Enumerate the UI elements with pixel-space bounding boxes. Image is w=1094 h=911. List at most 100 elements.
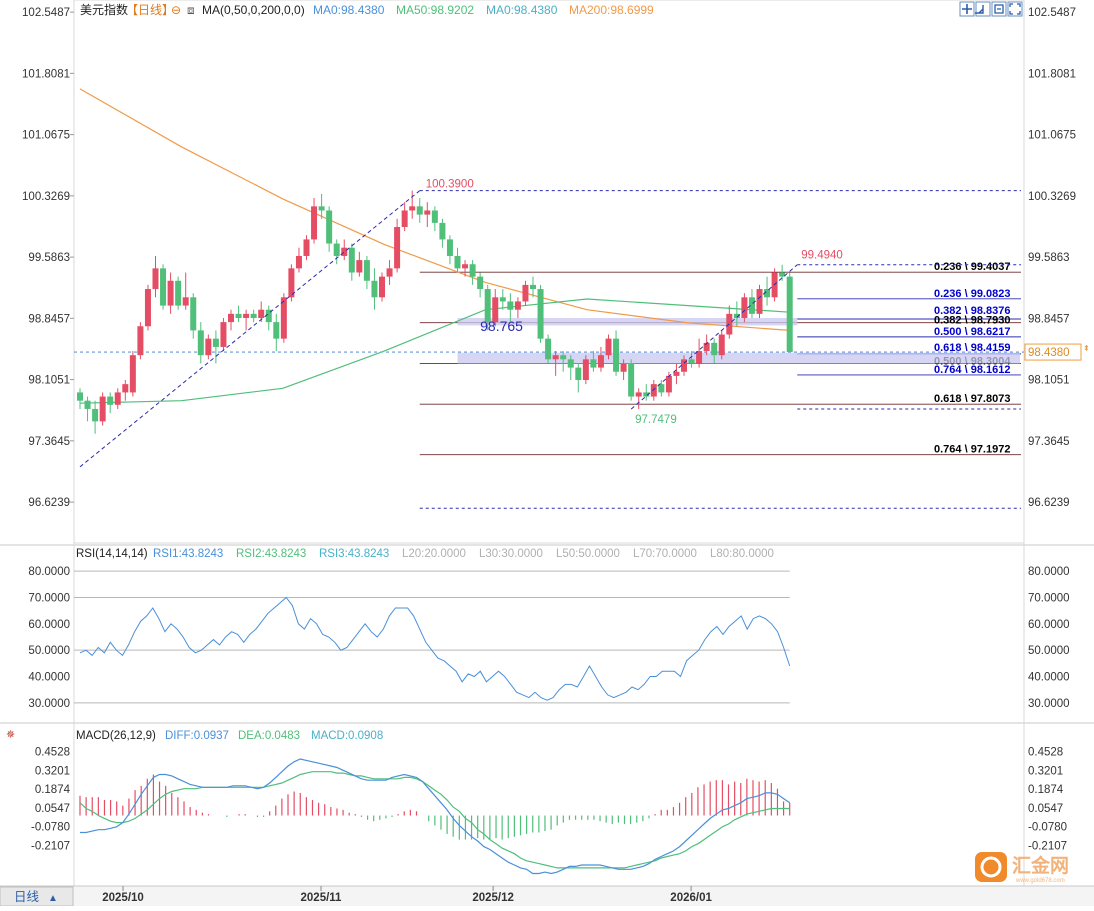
candle-body <box>582 359 589 381</box>
candle-body <box>160 268 167 306</box>
time-axis: 2025/10 2025/11 2025/12 2026/01 <box>102 886 712 904</box>
candle-body <box>605 338 612 356</box>
price-tick-right: 97.3645 <box>1028 436 1070 448</box>
watermark: 汇金网 www.gold678.com <box>975 852 1069 884</box>
rsi-legend-item: RSI3:43.8243 <box>319 548 389 560</box>
candle-body <box>620 363 627 372</box>
settings-gear-icon[interactable]: ⊖ <box>171 3 181 17</box>
logo-icon <box>975 852 1007 882</box>
rsi-legend-item: L50:50.0000 <box>556 548 620 560</box>
fib-label: 0.618 \ 98.4159 <box>934 342 1010 354</box>
candle-body <box>658 384 665 393</box>
price-tick-left: 101.0675 <box>22 130 70 142</box>
logo-icon <box>980 856 1002 878</box>
candle-body <box>205 338 212 356</box>
rsi-legend-item: L80:80.0000 <box>710 548 774 560</box>
candle-body <box>220 322 227 347</box>
rsi-tick-right: 50.0000 <box>1028 645 1070 657</box>
ma-indicator-label[interactable]: MA(0,50,0,200,0,0) <box>202 3 305 17</box>
candle-body <box>499 297 506 302</box>
candle-body <box>250 313 257 318</box>
fib-band <box>457 352 1020 364</box>
price-tick-right: 99.5863 <box>1028 252 1070 264</box>
fib-label: 0.764 \ 98.1612 <box>934 364 1010 376</box>
rsi-legend-item: L70:70.0000 <box>633 548 697 560</box>
rsi-tick-left: 80.0000 <box>28 566 70 578</box>
macd-tick-left: 0.1874 <box>35 784 71 796</box>
candle-body <box>681 359 687 372</box>
candle-body <box>514 301 521 310</box>
candle-body <box>718 334 725 356</box>
candle-body <box>613 338 620 372</box>
macd-legend-item: MACD:0.0908 <box>311 730 383 742</box>
candle-body <box>356 260 363 273</box>
candle-body <box>507 301 514 310</box>
candle-body <box>748 297 755 314</box>
fullscreen-icon[interactable] <box>1007 1 1023 17</box>
current-price-label: 98.4380 <box>1028 347 1070 359</box>
time-tick-label: 2025/12 <box>472 892 514 904</box>
candle-body <box>597 355 604 368</box>
candle-body <box>537 289 544 339</box>
rsi-legend-item: L30:30.0000 <box>479 548 543 560</box>
fib-label: 0.382 \ 98.8376 <box>934 305 1010 317</box>
candle-body <box>326 210 333 244</box>
macd-title[interactable]: MACD(26,12,9) <box>76 730 156 742</box>
ma-legend-item: MA50:98.9202 <box>396 3 474 17</box>
rsi-tick-left: 50.0000 <box>28 645 70 657</box>
rsi-legend-item: RSI2:43.8243 <box>236 548 306 560</box>
candle-body <box>212 338 219 347</box>
indicator-icon: ⧈ <box>187 3 195 17</box>
candle-body <box>484 289 491 323</box>
macd-tick-left: 0.0547 <box>35 803 70 815</box>
candle-body <box>643 392 650 397</box>
candle-body <box>333 243 340 256</box>
candle-body <box>545 338 552 360</box>
candle-body <box>650 384 657 397</box>
candle-body <box>575 367 582 381</box>
candle-body <box>129 355 136 393</box>
candle-body <box>424 210 431 215</box>
candle-body <box>446 239 453 256</box>
current-price-box <box>1024 343 1082 361</box>
period-tag[interactable]: 【日线】 <box>126 3 174 17</box>
candle-body <box>439 222 446 240</box>
rsi-panel[interactable]: 80.0000 80.0000 70.0000 70.0000 60.0000 60.00… <box>28 546 1069 722</box>
candle-body <box>288 268 295 298</box>
macd-settings-icon[interactable]: ✵ <box>6 729 15 741</box>
fib-label: 0.764 \ 97.1972 <box>934 444 1010 456</box>
candle-body <box>175 280 182 306</box>
ma50-line <box>79 298 790 404</box>
fib-band <box>457 317 798 326</box>
time-axis-bar <box>0 886 1094 906</box>
candle-body <box>779 272 786 277</box>
price-up-icon: ⇞ <box>1083 344 1090 353</box>
macd-panel[interactable]: 0.4528 0.4528 0.3201 0.3201 0.1874 0.1874 0.05… <box>31 724 1067 886</box>
price-tick-left: 100.3269 <box>22 191 70 203</box>
watermark-url: www.gold678.com <box>1015 878 1065 884</box>
rsi-tick-left: 30.0000 <box>28 698 70 710</box>
candle-body <box>567 359 574 368</box>
trendline-up <box>630 264 798 410</box>
macd-tick-left: -0.0780 <box>31 822 70 834</box>
rsi-title[interactable]: RSI(14,14,14) <box>76 548 148 560</box>
price-tick-left: 98.8457 <box>28 313 70 325</box>
price-tick-right: 102.5487 <box>1028 7 1076 19</box>
zoom-in-icon <box>975 5 984 14</box>
price-panel[interactable] <box>73 0 1025 544</box>
candle-body <box>273 322 280 339</box>
candle-body <box>114 392 121 405</box>
candle-body <box>371 280 378 298</box>
candle-body <box>431 210 438 223</box>
macd-tick-right: 0.0547 <box>1028 803 1063 815</box>
candle-body <box>318 206 325 211</box>
rsi-line <box>79 596 791 701</box>
candle-body <box>454 255 461 269</box>
fib-label: 0.618 \ 97.8073 <box>934 393 1010 405</box>
instrument-title: 美元指数 <box>80 2 128 17</box>
period-selector-label: 日线 <box>14 890 40 904</box>
price-tick-right: 98.8457 <box>1028 313 1070 325</box>
candle-body <box>462 264 469 269</box>
moving-averages <box>79 88 790 404</box>
